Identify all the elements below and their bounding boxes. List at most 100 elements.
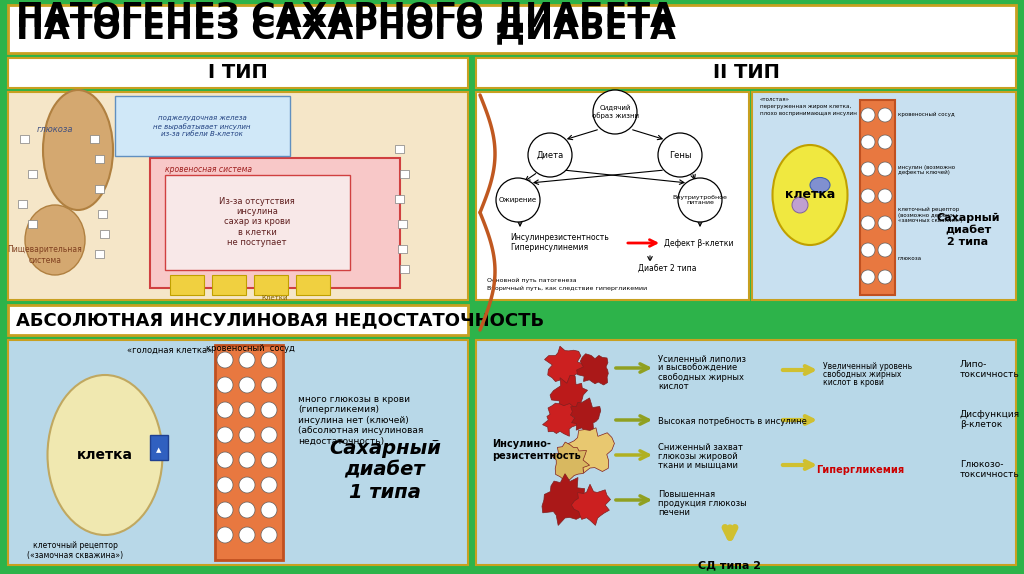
Circle shape xyxy=(878,270,892,284)
Text: клеточный рецептор
(«замочная скважина»): клеточный рецептор («замочная скважина») xyxy=(27,541,123,560)
Circle shape xyxy=(878,216,892,230)
Text: кровеносная система: кровеносная система xyxy=(165,165,252,174)
Circle shape xyxy=(217,502,233,518)
Circle shape xyxy=(658,133,702,177)
Bar xyxy=(860,100,895,295)
Circle shape xyxy=(878,189,892,203)
Circle shape xyxy=(239,477,255,493)
Text: АБСОЛЮТНАЯ ИНСУЛИНОВАЯ НЕДОСТАТОЧНОСТЬ: АБСОЛЮТНАЯ ИНСУЛИНОВАЯ НЕДОСТАТОЧНОСТЬ xyxy=(16,311,544,329)
Text: Гипергликемия: Гипергликемия xyxy=(816,465,904,475)
Text: глюкоза: глюкоза xyxy=(898,255,923,261)
Circle shape xyxy=(593,90,637,134)
Ellipse shape xyxy=(810,177,830,192)
Bar xyxy=(95,155,104,163)
Bar xyxy=(8,5,1016,53)
Bar xyxy=(215,345,283,560)
Bar xyxy=(115,96,290,156)
Text: перегруженная жиром клетка,: перегруженная жиром клетка, xyxy=(760,104,851,109)
Bar xyxy=(98,210,106,218)
Bar xyxy=(150,435,168,460)
Bar xyxy=(95,250,104,258)
Circle shape xyxy=(861,108,874,122)
Text: Гиперинсулинемия: Гиперинсулинемия xyxy=(510,243,588,253)
Text: Усиленный липолиз: Усиленный липолиз xyxy=(658,355,746,364)
Polygon shape xyxy=(570,398,601,431)
Text: и высвобождение: и высвобождение xyxy=(658,364,737,373)
Bar xyxy=(90,135,99,143)
Circle shape xyxy=(678,178,722,222)
Circle shape xyxy=(239,377,255,393)
Text: Гены: Гены xyxy=(669,150,691,160)
Polygon shape xyxy=(550,442,590,480)
Circle shape xyxy=(878,243,892,257)
Text: Клетки: Клетки xyxy=(262,295,288,301)
Bar xyxy=(398,220,407,228)
Text: ПАТОГЕНЕЗ САХАРНОГО ДИАБЕТА: ПАТОГЕНЕЗ САХАРНОГО ДИАБЕТА xyxy=(16,1,676,33)
Text: клетка: клетка xyxy=(784,188,836,201)
Text: Липо-
токсичность: Липо- токсичность xyxy=(961,360,1020,379)
Text: ПАТОГЕНЕЗ САХАРНОГО ДИАБЕТА: ПАТОГЕНЕЗ САХАРНОГО ДИАБЕТА xyxy=(16,13,676,45)
Bar xyxy=(18,200,27,208)
Circle shape xyxy=(239,502,255,518)
Bar xyxy=(150,158,400,288)
Circle shape xyxy=(496,178,540,222)
Circle shape xyxy=(239,352,255,368)
Bar xyxy=(476,92,749,300)
Circle shape xyxy=(861,135,874,149)
Circle shape xyxy=(261,402,278,418)
Text: глюкоза: глюкоза xyxy=(37,126,74,134)
Circle shape xyxy=(861,162,874,176)
Text: глюкозы жировой: глюкозы жировой xyxy=(658,452,737,461)
Text: продукция глюкозы: продукция глюкозы xyxy=(658,499,746,508)
Circle shape xyxy=(217,527,233,543)
Circle shape xyxy=(217,377,233,393)
Text: Сахарный
диабет
2 типа: Сахарный диабет 2 типа xyxy=(936,214,999,247)
Circle shape xyxy=(261,427,278,443)
Bar xyxy=(254,275,288,295)
Circle shape xyxy=(878,135,892,149)
Circle shape xyxy=(861,189,874,203)
Bar xyxy=(8,58,468,88)
Text: II ТИП: II ТИП xyxy=(713,64,779,83)
Bar xyxy=(100,230,109,238)
Text: Пищеварительная
система: Пищеварительная система xyxy=(7,245,82,265)
Circle shape xyxy=(261,352,278,368)
Text: много глюкозы в крови
(гипергликемия)
инсулина нет (ключей)
(абсолютная инсулино: много глюкозы в крови (гипергликемия) ин… xyxy=(298,395,423,445)
Text: клеточный рецептор
(возможно дефекты
«замочных скважин»): клеточный рецептор (возможно дефекты «за… xyxy=(898,207,963,223)
Polygon shape xyxy=(545,346,585,386)
Bar xyxy=(400,170,409,178)
Text: ▲: ▲ xyxy=(157,447,162,453)
Bar xyxy=(395,195,404,203)
Bar xyxy=(28,220,37,228)
Bar xyxy=(20,135,29,143)
Circle shape xyxy=(878,162,892,176)
Circle shape xyxy=(878,108,892,122)
Circle shape xyxy=(261,477,278,493)
Circle shape xyxy=(261,452,278,468)
Text: Дисфункция
β-клеток: Дисфункция β-клеток xyxy=(961,410,1020,429)
Text: инсулин (возможно
дефекты ключей): инсулин (возможно дефекты ключей) xyxy=(898,165,955,176)
Text: «голодная клетка»: «голодная клетка» xyxy=(127,346,213,355)
Bar xyxy=(212,275,246,295)
Bar xyxy=(395,145,404,153)
Text: кровеносный сосуд: кровеносный сосуд xyxy=(898,112,954,117)
Text: I ТИП: I ТИП xyxy=(208,64,268,83)
Circle shape xyxy=(217,402,233,418)
Text: Сахарный
диабет
1 типа: Сахарный диабет 1 типа xyxy=(329,439,441,502)
Text: Высокая потребность в инсулине: Высокая потребность в инсулине xyxy=(658,417,807,426)
Bar xyxy=(170,275,204,295)
Circle shape xyxy=(261,377,278,393)
Circle shape xyxy=(239,402,255,418)
Circle shape xyxy=(861,216,874,230)
Circle shape xyxy=(792,197,808,213)
Circle shape xyxy=(861,243,874,257)
Bar xyxy=(752,92,1016,300)
Text: «толстая»: «толстая» xyxy=(760,97,790,102)
Circle shape xyxy=(239,527,255,543)
Text: Диета: Диета xyxy=(537,150,563,160)
Text: Инсулино-
резистентность: Инсулино- резистентность xyxy=(492,439,581,461)
Bar xyxy=(95,185,104,193)
Bar xyxy=(398,245,407,253)
Text: кислот: кислот xyxy=(658,382,688,391)
Text: Увеличенный уровень: Увеличенный уровень xyxy=(823,362,912,371)
